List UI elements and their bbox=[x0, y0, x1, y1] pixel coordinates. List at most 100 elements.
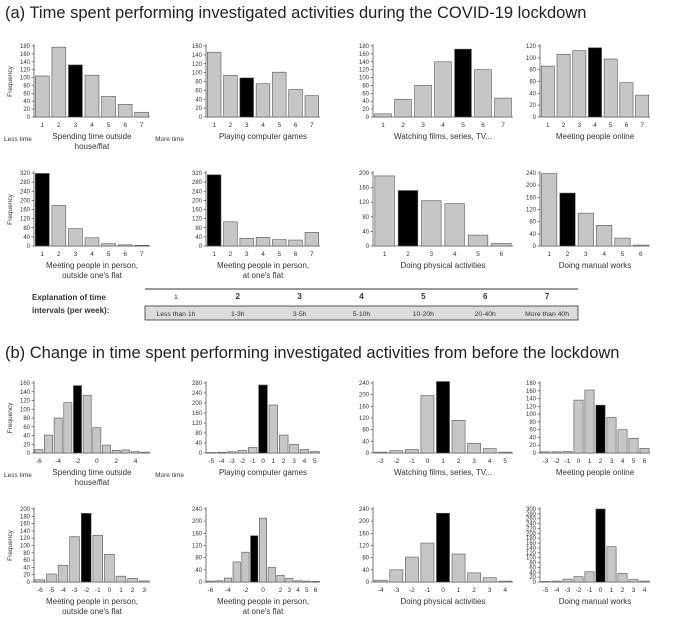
x-tick-label: 4 bbox=[593, 122, 597, 129]
y-tick-label: 0 bbox=[27, 115, 31, 121]
y-tick-label: 80 bbox=[23, 83, 30, 89]
x-tick-label: 7 bbox=[310, 251, 314, 258]
x-tick-label: 7 bbox=[140, 122, 144, 129]
bar-1 bbox=[374, 175, 395, 247]
x-tick-label: -5 bbox=[208, 458, 214, 465]
bar-7 bbox=[304, 232, 319, 247]
x-tick-label: -4 bbox=[554, 587, 560, 594]
x-tick-label: 3 bbox=[245, 251, 249, 258]
y-tick-label: 120 bbox=[192, 62, 203, 68]
y-tick-label: 200 bbox=[20, 198, 31, 204]
y-tick-label: 60 bbox=[529, 80, 536, 86]
y-tick-label: 80 bbox=[362, 556, 369, 562]
legend-description-4: 5-10h bbox=[353, 311, 371, 318]
y-tick-label: 280 bbox=[20, 180, 31, 186]
bar--3 bbox=[373, 451, 388, 454]
x-tick-label: 3 bbox=[74, 122, 78, 129]
time-interval-legend: Explanation of time intervals (per week)… bbox=[32, 288, 579, 321]
y-tick-label: 120 bbox=[20, 399, 31, 405]
y-tick-label: 160 bbox=[192, 44, 203, 50]
bar-3 bbox=[239, 237, 254, 247]
bar--5 bbox=[540, 581, 551, 583]
x-tick-label: 6 bbox=[314, 587, 318, 594]
y-tick-label: 80 bbox=[529, 220, 536, 226]
y-tick-label: 100 bbox=[526, 556, 537, 562]
bar-0 bbox=[104, 553, 115, 583]
less-time-label: Less time bbox=[4, 472, 32, 479]
bar-5 bbox=[603, 58, 618, 118]
x-tick-label: 2 bbox=[599, 458, 603, 465]
bar-4 bbox=[617, 429, 628, 454]
y-tick-label: 140 bbox=[526, 397, 537, 403]
bar--1 bbox=[584, 571, 595, 583]
y-tick-label: 320 bbox=[20, 171, 31, 177]
bar--1 bbox=[92, 534, 103, 583]
x-axis-label: Meeting people in person, bbox=[217, 261, 309, 270]
bar-7 bbox=[635, 94, 650, 118]
y-tick-label: 100 bbox=[192, 71, 203, 77]
bar-4 bbox=[444, 203, 465, 247]
y-axis-label: Frequency bbox=[7, 65, 14, 96]
y-tick-label: 100 bbox=[359, 76, 370, 82]
y-tick-label: 20 bbox=[362, 107, 369, 113]
y-tick-label: 0 bbox=[27, 451, 31, 457]
x-tick-label: 1 bbox=[588, 458, 592, 465]
x-tick-label: 5 bbox=[277, 251, 281, 258]
legend-description-5: 10-20h bbox=[413, 311, 434, 318]
y-tick-label: 120 bbox=[192, 421, 203, 427]
x-tick-label: 6 bbox=[123, 122, 127, 129]
bar-4 bbox=[482, 448, 497, 454]
x-tick-label: 0 bbox=[577, 458, 581, 465]
x-tick-label: -6 bbox=[207, 587, 213, 594]
y-tick-label: 120 bbox=[359, 544, 370, 550]
y-tick-label: 0 bbox=[199, 451, 203, 457]
x-tick-label: -3 bbox=[393, 587, 399, 594]
y-tick-label: 200 bbox=[526, 531, 537, 537]
y-tick-label: 120 bbox=[526, 208, 537, 214]
bar-2 bbox=[279, 434, 289, 454]
bar-3 bbox=[121, 449, 131, 454]
x-tick-label: 4 bbox=[90, 251, 94, 258]
y-tick-label: 80 bbox=[529, 420, 536, 426]
bar--3 bbox=[540, 451, 551, 454]
x-tick-label: -1 bbox=[250, 458, 256, 465]
y-tick-label: 180 bbox=[526, 381, 537, 387]
bar-7 bbox=[134, 245, 149, 247]
y-tick-label: 240 bbox=[526, 522, 537, 528]
x-tick-label: 7 bbox=[140, 251, 144, 258]
bar-6 bbox=[619, 82, 634, 118]
bar--3 bbox=[232, 561, 241, 583]
bar-3 bbox=[139, 580, 150, 583]
x-tick-label: 0 bbox=[95, 458, 99, 465]
y-tick-label: 0 bbox=[533, 451, 537, 457]
bar-1 bbox=[267, 567, 276, 583]
legend-interval-6: 6 bbox=[483, 292, 488, 301]
bar-3 bbox=[628, 579, 639, 583]
y-tick-label: 80 bbox=[195, 80, 202, 86]
bar-2 bbox=[397, 190, 419, 247]
bar-4 bbox=[255, 237, 271, 247]
y-tick-label: 140 bbox=[192, 53, 203, 59]
histogram-9: 0 20 40 60 80 100 120 140 160 Frequency -6 -4 -2 0 2 4S… bbox=[4, 381, 184, 487]
x-tick-label: 1 bbox=[212, 251, 216, 258]
bar--2 bbox=[389, 450, 404, 454]
x-tick-label: 5 bbox=[621, 251, 625, 258]
x-tick-label: 1 bbox=[272, 458, 276, 465]
x-tick-label: 7 bbox=[310, 122, 314, 129]
x-tick-label: 6 bbox=[500, 251, 504, 258]
x-tick-label: -2 bbox=[83, 587, 89, 594]
x-tick-label: 4 bbox=[261, 251, 265, 258]
bar-1 bbox=[207, 51, 222, 118]
bar-3 bbox=[239, 77, 254, 118]
y-tick-label: 20 bbox=[529, 443, 536, 449]
y-tick-label: 180 bbox=[20, 44, 31, 50]
y-tick-label: 160 bbox=[192, 411, 203, 417]
histogram-11: 0 40 80 120 160 200 240 -3 -2 -1 0 1 2 3 4 5 Watching fi… bbox=[359, 381, 513, 477]
bar-2 bbox=[617, 572, 628, 583]
x-tick-label: -2 bbox=[393, 458, 399, 465]
y-tick-label: 100 bbox=[20, 76, 31, 82]
y-tick-label: 180 bbox=[359, 44, 370, 50]
y-tick-label: 240 bbox=[359, 381, 370, 387]
y-tick-label: 40 bbox=[195, 568, 202, 574]
